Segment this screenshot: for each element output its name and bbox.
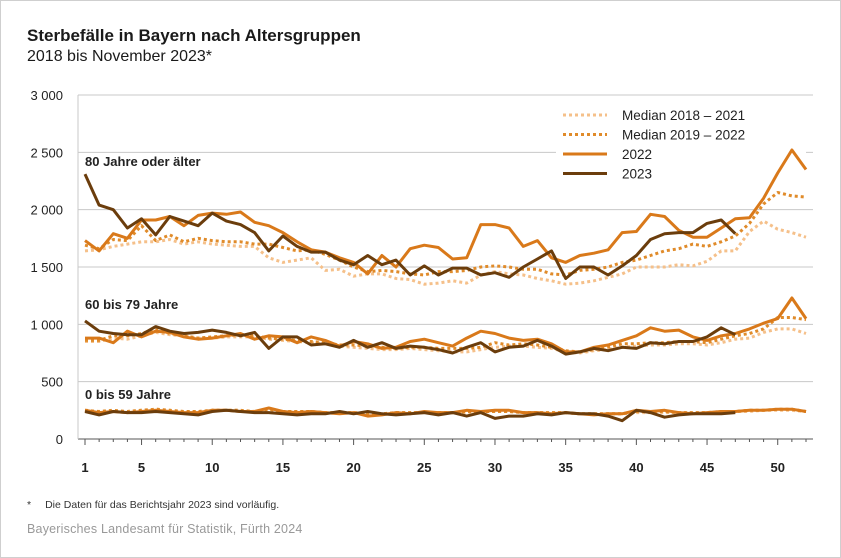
legend-label: Median 2018 – 2021 xyxy=(622,108,745,123)
series-line-median-2019-2022-group-2 xyxy=(85,316,807,354)
series-line-2022-group-2 xyxy=(85,296,808,354)
x-tick-label: 45 xyxy=(700,460,714,475)
footnote: * Die Daten für das Berichtsjahr 2023 sin… xyxy=(27,499,293,511)
footnote-text: Die Daten für das Berichtsjahr 2023 sind… xyxy=(45,499,280,511)
y-tick-label: 2 000 xyxy=(30,203,63,218)
legend-label: 2022 xyxy=(622,147,652,162)
series-line-median-2019-2022-group-1 xyxy=(84,191,807,277)
legend-label: 2023 xyxy=(622,167,652,182)
series-line-median-2018-2021-group-1 xyxy=(84,219,807,286)
group-label: 80 Jahre oder älter xyxy=(85,154,201,169)
x-tick-label: 20 xyxy=(346,460,360,475)
source-text: Bayerisches Landesamt für Statistik, Für… xyxy=(27,522,303,536)
x-tick-label: 15 xyxy=(276,460,290,475)
x-tick-label: 5 xyxy=(138,460,145,475)
legend-label: Median 2019 – 2022 xyxy=(622,128,745,143)
group-label: 60 bis 79 Jahre xyxy=(85,297,178,312)
x-tick-label: 40 xyxy=(629,460,643,475)
y-tick-label: 3 000 xyxy=(30,88,63,103)
series-line-2023-group-3 xyxy=(84,408,736,423)
y-tick-label: 0 xyxy=(56,432,63,447)
x-tick-label: 35 xyxy=(558,460,572,475)
series-line-2023-group-2 xyxy=(84,319,736,356)
x-tick-label: 30 xyxy=(488,460,502,475)
y-tick-label: 1 500 xyxy=(30,260,63,275)
y-tick-label: 500 xyxy=(41,375,63,390)
y-tick-label: 1 000 xyxy=(30,317,63,332)
y-tick-label: 2 500 xyxy=(30,145,63,160)
series-line-2023-group-1 xyxy=(83,173,737,280)
x-tick-label: 1 xyxy=(81,460,88,475)
chart-title: Sterbefälle in Bayern nach Altersgruppen xyxy=(27,26,361,45)
group-label: 0 bis 59 Jahre xyxy=(85,387,171,402)
x-tick-label: 50 xyxy=(770,460,784,475)
chart-subtitle: 2018 bis November 2023* xyxy=(27,48,213,65)
legend-background xyxy=(556,101,806,191)
x-tick-label: 25 xyxy=(417,460,431,475)
footnote-marker: * xyxy=(27,499,32,511)
x-tick-label: 10 xyxy=(205,460,219,475)
